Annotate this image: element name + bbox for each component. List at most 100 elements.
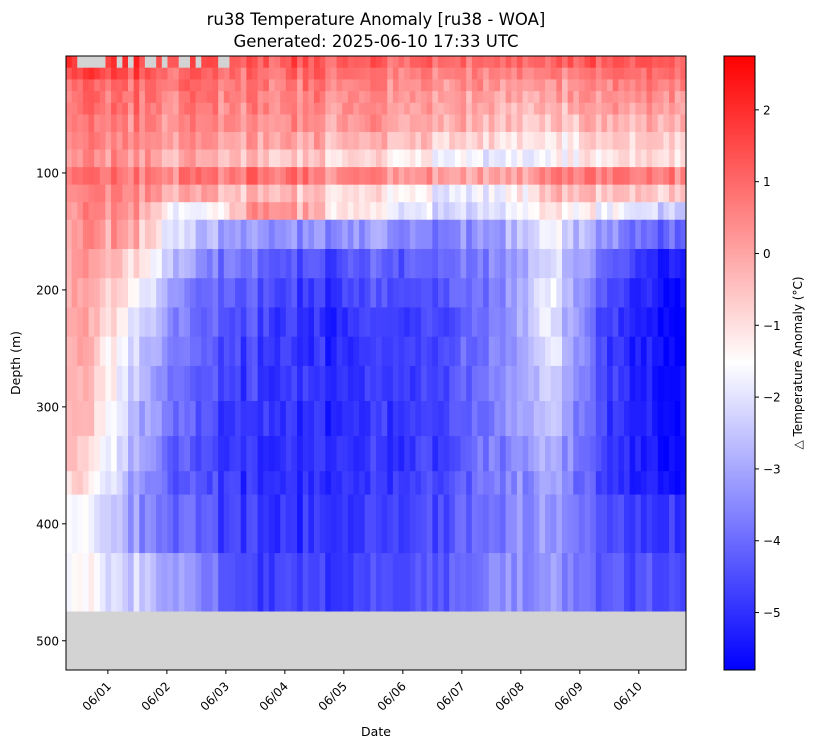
- heatmap-cell: [488, 202, 495, 221]
- heatmap-cell: [94, 307, 101, 338]
- heatmap-cell: [404, 401, 411, 437]
- heatmap-cell: [426, 114, 433, 133]
- heatmap-cell: [173, 401, 180, 437]
- heatmap-cell: [669, 149, 676, 168]
- heatmap-cell: [415, 79, 422, 92]
- heatmap-cell: [77, 167, 84, 186]
- heatmap-cell: [618, 336, 625, 367]
- heatmap-cell: [533, 494, 541, 554]
- heatmap-cell: [550, 436, 557, 472]
- heatmap-cell: [398, 67, 405, 80]
- heatmap-cell: [263, 278, 270, 309]
- heatmap-cell: [674, 436, 681, 472]
- heatmap-cell: [522, 336, 529, 367]
- heatmap-cell: [500, 494, 507, 554]
- heatmap-cell: [218, 278, 225, 309]
- heatmap-cell: [438, 436, 445, 472]
- heatmap-cell: [268, 149, 276, 168]
- heatmap-cell: [297, 184, 304, 203]
- heatmap-cell: [280, 471, 287, 496]
- heatmap-cell: [359, 102, 366, 116]
- heatmap-cell: [161, 202, 169, 221]
- heatmap-cell: [567, 67, 574, 80]
- heatmap-cell: [573, 67, 580, 80]
- heatmap-cell: [657, 79, 665, 92]
- heatmap-cell: [285, 553, 293, 613]
- heatmap-cell: [432, 132, 439, 151]
- heatmap-cell: [404, 471, 411, 496]
- heatmap-cell: [201, 132, 208, 151]
- heatmap-cell: [252, 102, 259, 116]
- heatmap-cell: [657, 219, 665, 250]
- heatmap-cell: [663, 248, 670, 279]
- heatmap-cell: [133, 553, 140, 613]
- heatmap-cell: [562, 132, 569, 151]
- heatmap-cell: [398, 401, 405, 437]
- heatmap-cell: [206, 248, 214, 279]
- heatmap-cell: [629, 167, 636, 186]
- heatmap-cell: [122, 56, 129, 69]
- heatmap-cell: [128, 219, 135, 250]
- heatmap-cell: [421, 167, 428, 186]
- heatmap-cell: [398, 219, 405, 250]
- heatmap-cell: [516, 219, 524, 250]
- heatmap-cell: [319, 307, 326, 338]
- heatmap-cell: [246, 494, 253, 554]
- heatmap-cell: [88, 219, 95, 250]
- heatmap-cell: [550, 202, 557, 221]
- heatmap-cell: [364, 401, 371, 437]
- heatmap-cell: [150, 91, 157, 104]
- heatmap-cell: [404, 132, 411, 151]
- heatmap-cell: [77, 149, 84, 168]
- heatmap-cell: [640, 184, 648, 203]
- heatmap-cell: [99, 219, 107, 250]
- heatmap-cell: [257, 67, 264, 80]
- heatmap-cell: [347, 494, 355, 554]
- heatmap-cell: [607, 102, 614, 116]
- heatmap-cell: [285, 56, 293, 69]
- heatmap-cell: [415, 248, 422, 279]
- colorbar-tick-label: 0: [763, 247, 771, 261]
- heatmap-cell: [229, 365, 236, 402]
- heatmap-cell: [128, 67, 135, 80]
- heatmap-cell: [229, 401, 236, 437]
- heatmap-cell: [246, 248, 253, 279]
- heatmap-cell: [229, 202, 236, 221]
- heatmap-cell: [595, 365, 603, 402]
- heatmap-cell: [584, 184, 591, 203]
- heatmap-cell: [190, 167, 197, 186]
- heatmap-cell: [297, 56, 304, 69]
- heatmap-cell: [573, 494, 580, 554]
- heatmap-cell: [184, 79, 191, 92]
- heatmap-cell: [578, 184, 586, 203]
- heatmap-cell: [274, 149, 281, 168]
- heatmap-cell: [533, 553, 541, 613]
- heatmap-cell: [404, 79, 411, 92]
- heatmap-cell: [178, 91, 185, 104]
- heatmap-cell: [263, 114, 270, 133]
- heatmap-cell: [252, 494, 259, 554]
- heatmap-cell: [488, 67, 495, 80]
- heatmap-cell: [680, 494, 686, 554]
- heatmap-cell: [624, 202, 631, 221]
- heatmap-cell: [578, 494, 586, 554]
- heatmap-cell: [404, 167, 411, 186]
- heatmap-cell: [184, 401, 191, 437]
- heatmap-cell: [663, 79, 670, 92]
- heatmap-cell: [268, 553, 276, 613]
- heatmap-cell: [595, 91, 603, 104]
- heatmap-cell: [426, 365, 433, 402]
- heatmap-cell: [342, 471, 349, 496]
- heatmap-cell: [533, 202, 541, 221]
- heatmap-cell: [252, 365, 259, 402]
- heatmap-cell: [674, 149, 681, 168]
- heatmap-cell: [347, 471, 355, 496]
- heatmap-cell: [285, 471, 293, 496]
- heatmap-cell: [516, 494, 524, 554]
- heatmap-cell: [590, 132, 597, 151]
- heatmap-cell: [99, 471, 107, 496]
- heatmap-cell: [449, 202, 456, 221]
- heatmap-cell: [308, 365, 315, 402]
- heatmap-cell: [511, 219, 518, 250]
- heatmap-cell: [387, 336, 394, 367]
